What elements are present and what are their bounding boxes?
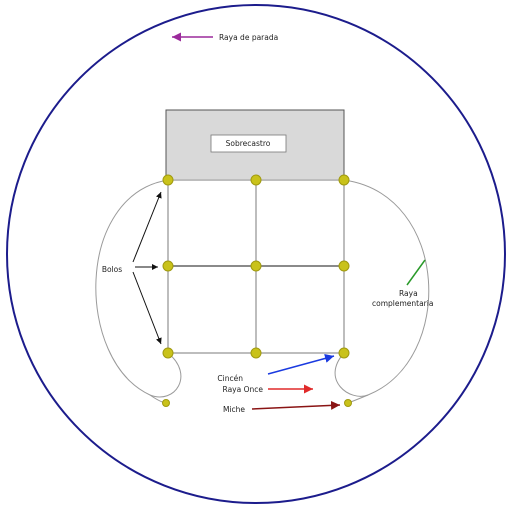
right-curve: [334, 179, 430, 397]
bolo-post: [250, 347, 262, 359]
sobrecastro-label-box: [210, 134, 287, 153]
cinceo-arrow: [267, 354, 335, 375]
cinceo-label: Cincén: [217, 374, 243, 383]
bolo-post: [250, 260, 262, 272]
bolo-post: [162, 347, 174, 359]
bolo-post: [338, 260, 350, 272]
miche-post-left: [162, 399, 170, 407]
bolos-arrows: [132, 191, 162, 345]
bolo-post: [338, 174, 350, 186]
raya-once-label: Raya Once: [223, 385, 264, 394]
raya-complementaria-arrow: [406, 259, 426, 286]
bolo-post: [338, 347, 350, 359]
mache-arrow: [251, 400, 341, 410]
sobrecastro-box: [165, 109, 345, 181]
raya-de-parada-label: Raya de parada: [219, 33, 278, 42]
miche-post-right: [344, 399, 352, 407]
field-boundary-circle: [6, 4, 506, 504]
bolos-label: Bolos: [102, 265, 122, 274]
bolo-post: [162, 260, 174, 272]
sobrecastro-label: Sobrecastro: [226, 139, 271, 148]
bolo-posts: [162, 174, 352, 407]
mache-label: Miche: [223, 405, 245, 414]
raya-complementaria-label-line2: complementaria: [372, 299, 433, 308]
raya-complementaria-label-line1: Raya: [399, 289, 418, 298]
bolo-post: [250, 174, 262, 186]
left-curve: [95, 179, 182, 398]
bolo-post: [162, 174, 174, 186]
